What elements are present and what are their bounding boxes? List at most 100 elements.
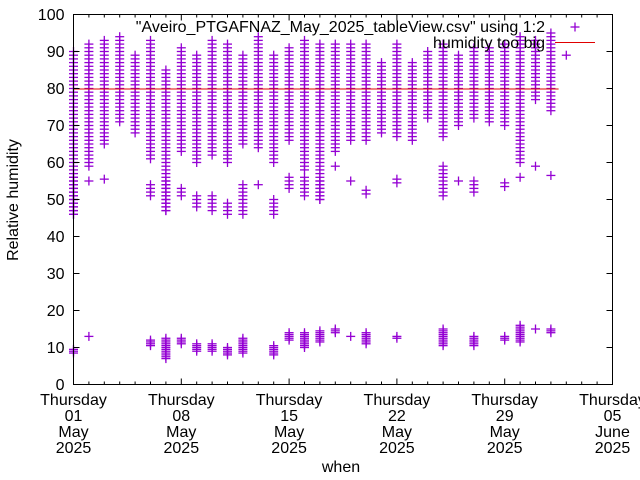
- data-point: [284, 43, 294, 53]
- x-tick-label: Thursday: [148, 392, 215, 409]
- data-point: [207, 191, 217, 201]
- data-point: [176, 43, 186, 53]
- data-point: [300, 328, 309, 338]
- y-tick-label: 40: [47, 229, 65, 246]
- data-point: [300, 172, 309, 182]
- data-point: [546, 28, 556, 38]
- y-axis: 0 10 20 30 40 50 60 70 80 90 100: [38, 7, 613, 394]
- data-point: [346, 331, 356, 341]
- data-point: [330, 39, 340, 49]
- legend-plus-marker: [570, 22, 580, 32]
- data-point: [546, 170, 556, 180]
- x-tick-label: 2025: [56, 440, 92, 457]
- data-point: [500, 178, 510, 188]
- data-point: [269, 50, 279, 60]
- data-point: [99, 174, 109, 184]
- data-point: [238, 50, 248, 60]
- data-point: [469, 331, 479, 341]
- data-point: [438, 324, 448, 334]
- data-point: [361, 328, 371, 338]
- data-point: [454, 176, 463, 186]
- y-tick-label: 70: [47, 118, 65, 135]
- y-axis-title: Relative humidity: [5, 139, 22, 261]
- x-tick-label: 05: [604, 408, 622, 425]
- data-point: [561, 50, 571, 60]
- x-tick-label: 01: [65, 408, 83, 425]
- data-point: [192, 191, 202, 201]
- data-point: [515, 320, 525, 330]
- data-point: [253, 180, 263, 190]
- data-point: [346, 39, 356, 49]
- data-point: [207, 35, 217, 45]
- data-point: [330, 161, 340, 171]
- data-point: [99, 35, 109, 45]
- x-tick-label: 22: [388, 408, 406, 425]
- data-point: [84, 176, 94, 186]
- data-point: [546, 324, 556, 334]
- data-point: [253, 32, 263, 42]
- x-axis: Thursday01May2025Thursday08May2025Thursd…: [40, 14, 640, 457]
- legend-label-data: "Aveiro_PTGAFNAZ_May_2025_tableView.csv"…: [136, 19, 545, 36]
- data-point: [377, 58, 386, 68]
- data-point: [346, 176, 356, 186]
- data-point: [176, 183, 186, 193]
- data-point: [130, 50, 140, 60]
- data-point: [238, 333, 248, 343]
- data-point: [515, 32, 525, 42]
- x-tick-label: May: [166, 424, 196, 441]
- data-point: [223, 39, 232, 49]
- data-point: [484, 43, 494, 53]
- data-point: [392, 174, 402, 184]
- data-point: [284, 328, 294, 338]
- data-point: [361, 185, 371, 195]
- data-point: [223, 343, 232, 352]
- y-tick-label: 0: [56, 377, 65, 394]
- y-tick-label: 100: [38, 7, 65, 24]
- data-point: [161, 65, 171, 75]
- data-point: [315, 326, 325, 336]
- data-point: [392, 331, 402, 341]
- data-point: [300, 35, 309, 45]
- x-tick-label: 08: [172, 408, 190, 425]
- x-tick-label: Thursday: [471, 392, 538, 409]
- data-point: [438, 39, 448, 49]
- legend-marker-plus: [570, 22, 580, 32]
- x-tick-label: May: [490, 424, 520, 441]
- data-point: [423, 47, 433, 56]
- x-tick-label: 2025: [379, 440, 415, 457]
- data-point: [238, 180, 248, 190]
- data-point: [515, 172, 525, 182]
- data-point: [284, 172, 294, 182]
- y-tick-label: 10: [47, 340, 65, 357]
- x-tick-label: May: [382, 424, 412, 441]
- data-point: [84, 39, 94, 49]
- x-tick-label: May: [58, 424, 88, 441]
- data-point: [161, 333, 171, 343]
- data-point: [146, 335, 155, 345]
- plot-marks: [69, 28, 571, 364]
- data-point: [469, 176, 479, 186]
- x-tick-label: 15: [280, 408, 298, 425]
- data-point: [361, 39, 371, 49]
- x-tick-label: 29: [496, 408, 514, 425]
- y-tick-label: 80: [47, 81, 65, 98]
- y-tick-label: 20: [47, 303, 65, 320]
- data-point: [192, 50, 202, 60]
- data-point: [531, 35, 540, 45]
- data-point: [146, 35, 155, 45]
- y-tick-label: 60: [47, 155, 65, 172]
- data-point: [269, 341, 279, 351]
- data-point: [223, 198, 232, 208]
- data-point: [531, 324, 540, 334]
- data-point: [500, 331, 510, 341]
- x-tick-label: Thursday: [364, 392, 431, 409]
- y-tick-label: 90: [47, 44, 65, 61]
- y-tick-label: 50: [47, 192, 65, 209]
- legend: "Aveiro_PTGAFNAZ_May_2025_tableView.csv"…: [136, 19, 595, 52]
- x-axis-title: when: [321, 459, 360, 476]
- x-tick-label: Thursday: [579, 392, 640, 409]
- data-point: [192, 339, 202, 349]
- data-point: [469, 43, 479, 53]
- x-tick-label: Thursday: [40, 392, 107, 409]
